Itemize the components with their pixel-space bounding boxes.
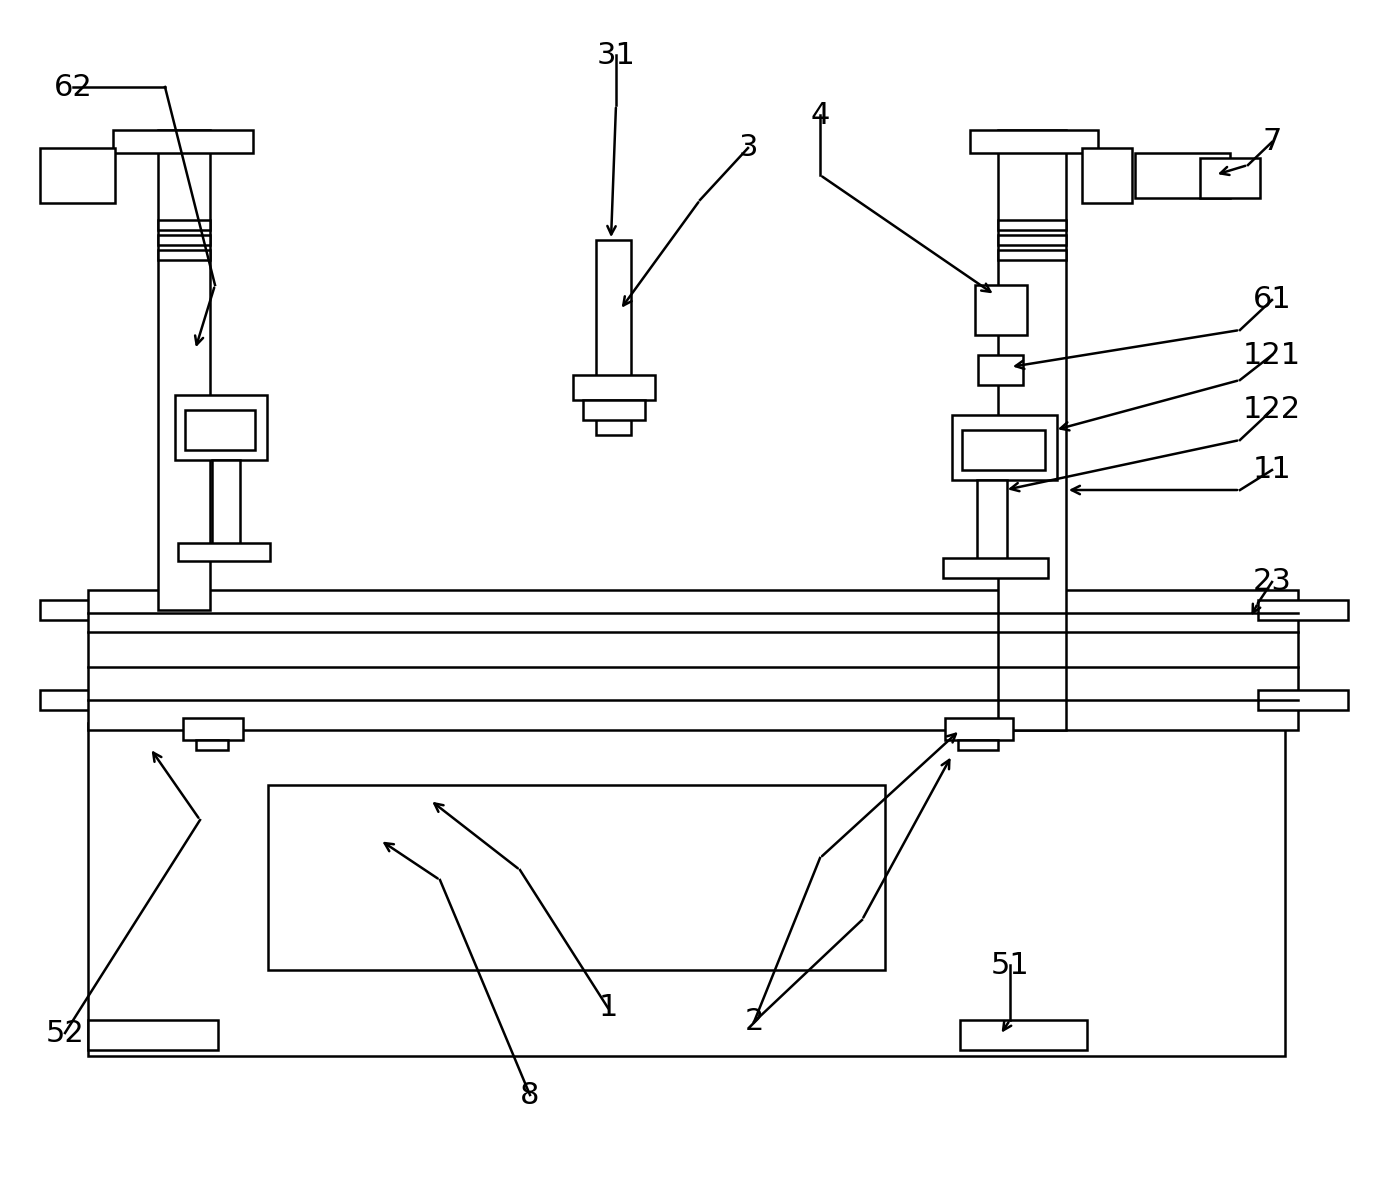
Bar [158,220,210,230]
Bar [158,131,210,610]
Bar [1135,153,1229,198]
Bar [196,740,228,750]
Bar [183,718,243,740]
Bar [999,250,1066,260]
Bar [40,149,115,202]
Text: 61: 61 [1253,285,1292,315]
Text: 23: 23 [1253,568,1292,597]
Bar [999,220,1066,230]
Bar [975,285,1028,335]
Text: 31: 31 [596,41,635,69]
Text: 2: 2 [744,1008,763,1036]
Bar [963,430,1046,470]
Bar [178,543,270,561]
Text: 4: 4 [810,101,830,129]
Text: 1: 1 [599,993,618,1023]
Bar [40,600,130,621]
Bar [943,558,1048,577]
Bar [1082,149,1133,202]
Bar [89,1019,219,1049]
Bar [89,724,1285,1055]
Text: 7: 7 [1263,127,1282,157]
Bar [40,690,130,710]
Bar [89,589,1299,730]
Bar [596,240,631,435]
Bar [960,1019,1087,1049]
Bar [158,235,210,246]
Text: 3: 3 [739,133,758,163]
Bar [958,740,999,750]
Bar [978,355,1023,385]
Bar [999,235,1066,246]
Text: 62: 62 [54,73,93,102]
Bar [158,250,210,260]
Bar [113,131,253,153]
Bar [1200,158,1260,198]
Bar [584,400,644,420]
Text: 51: 51 [990,950,1029,980]
Text: 121: 121 [1243,340,1301,369]
Text: 8: 8 [520,1081,539,1109]
Text: 52: 52 [46,1018,84,1047]
Bar [176,395,267,460]
Bar [945,718,1012,740]
Bar [1259,600,1348,621]
Bar [1259,690,1348,710]
Bar [268,785,885,970]
Bar [212,460,241,545]
Bar [952,415,1057,480]
Bar [976,480,1007,559]
Text: 11: 11 [1253,455,1292,484]
Bar [969,131,1098,153]
Text: 122: 122 [1243,395,1301,424]
Bar [185,410,254,450]
Bar [573,375,656,400]
Bar [999,131,1066,730]
